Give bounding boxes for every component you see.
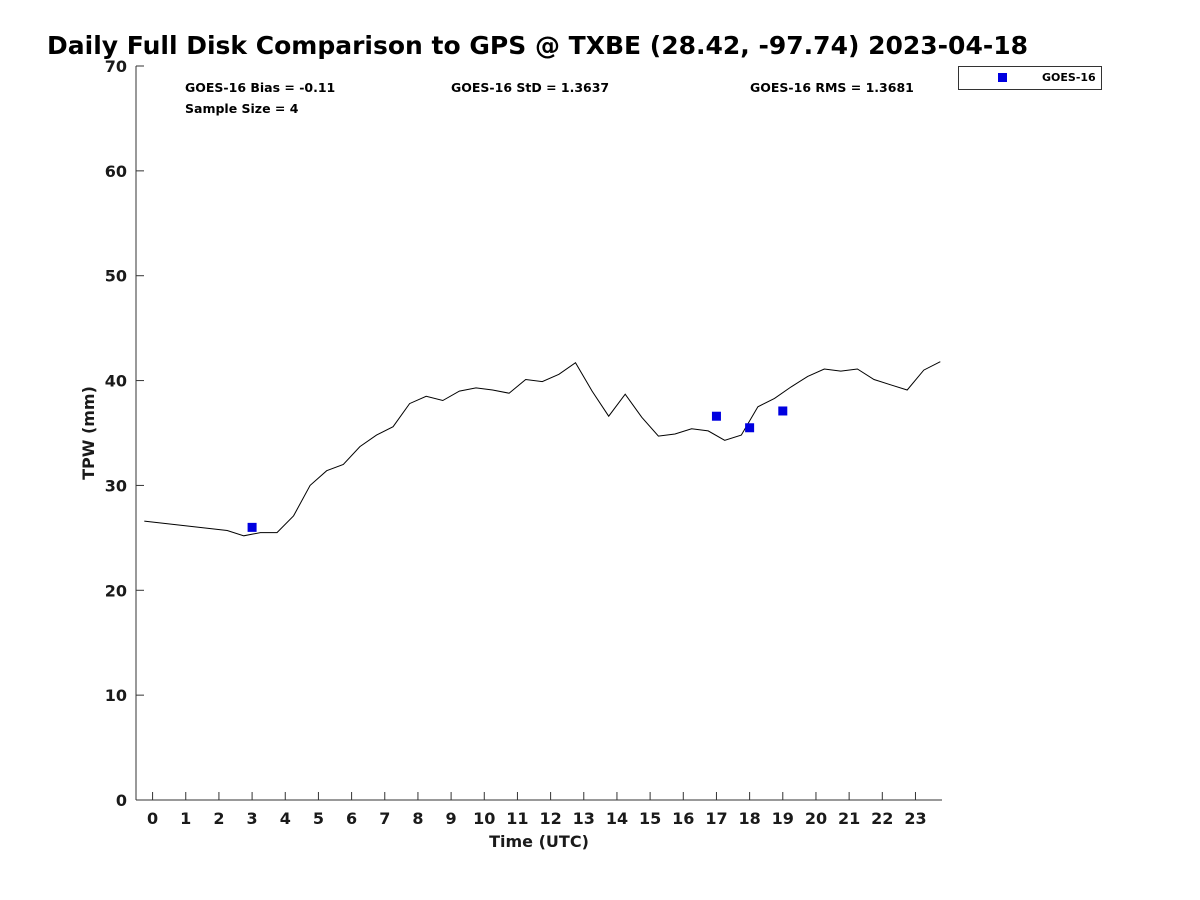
x-tick-label: 17 — [705, 809, 727, 828]
x-tick-label: 3 — [247, 809, 258, 828]
legend-marker-goes16 — [998, 73, 1007, 82]
x-tick-label: 20 — [805, 809, 827, 828]
rms-stat: GOES-16 RMS = 1.3681 — [750, 80, 914, 95]
x-axis-label: Time (UTC) — [489, 832, 589, 851]
x-tick-label: 4 — [280, 809, 291, 828]
goes16-point — [778, 406, 788, 416]
std-stat: GOES-16 StD = 1.3637 — [451, 80, 609, 95]
y-tick-label: 0 — [116, 791, 127, 810]
goes16-points-layer — [247, 406, 788, 532]
bias-stat: GOES-16 Bias = -0.11 — [185, 80, 335, 95]
y-tick-label: 20 — [105, 581, 127, 600]
x-tick-label: 2 — [213, 809, 224, 828]
x-tick-label: 19 — [772, 809, 794, 828]
x-tick-label: 13 — [573, 809, 595, 828]
y-axis-label: TPW (mm) — [79, 386, 98, 480]
x-tick-label: 22 — [871, 809, 893, 828]
x-tick-label: 9 — [446, 809, 457, 828]
x-tick-label: 14 — [606, 809, 628, 828]
legend-box — [958, 66, 1102, 90]
x-tick-label: 10 — [473, 809, 495, 828]
x-tick-label: 5 — [313, 809, 324, 828]
x-tick-label: 16 — [672, 809, 694, 828]
x-tick-label: 11 — [506, 809, 528, 828]
gps-tpw-line — [144, 361, 941, 537]
goes16-point — [745, 423, 755, 433]
y-tick-label: 60 — [105, 162, 127, 181]
x-tick-label: 0 — [147, 809, 158, 828]
x-tick-label: 12 — [539, 809, 561, 828]
legend: GOES-16 — [958, 66, 1102, 90]
goes16-point — [247, 522, 257, 532]
x-axis-ticks: 0 1 2 3 4 5 6 7 8 9 10 11 12 13 14 15 16 17 18 19 20 21 22 23 — [147, 792, 927, 828]
x-tick-label: 8 — [412, 809, 423, 828]
x-tick-label: 6 — [346, 809, 357, 828]
y-axis-ticks: 0 10 20 30 40 50 60 70 — [105, 57, 144, 810]
x-tick-label: 23 — [904, 809, 926, 828]
y-tick-label: 50 — [105, 267, 127, 286]
x-tick-label: 1 — [180, 809, 191, 828]
sample-size-stat: Sample Size = 4 — [185, 101, 299, 116]
y-tick-label: 40 — [105, 372, 127, 391]
y-tick-label: 70 — [105, 57, 127, 76]
goes16-point — [711, 411, 721, 421]
x-tick-label: 15 — [639, 809, 661, 828]
y-tick-label: 30 — [105, 476, 127, 495]
y-tick-label: 10 — [105, 686, 127, 705]
gps-line-layer — [144, 361, 941, 537]
x-tick-label: 21 — [838, 809, 860, 828]
legend-label-goes16: GOES-16 — [1042, 71, 1096, 84]
x-tick-label: 7 — [379, 809, 390, 828]
x-tick-label: 18 — [738, 809, 760, 828]
chart-title: Daily Full Disk Comparison to GPS @ TXBE… — [47, 31, 1028, 60]
